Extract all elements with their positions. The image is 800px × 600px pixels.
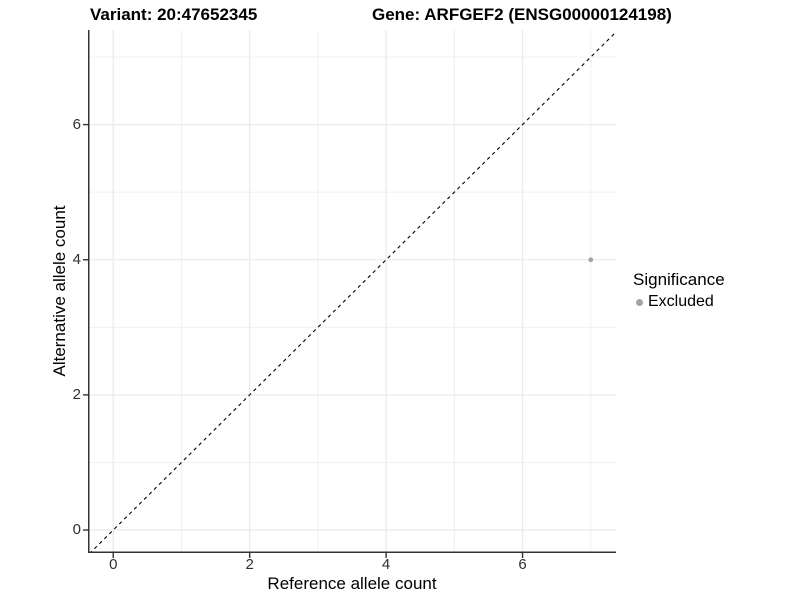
legend-title: Significance xyxy=(633,270,725,289)
y-tick-label: 4 xyxy=(72,250,81,268)
x-tick-label: 2 xyxy=(245,556,254,573)
y-tick-label: 2 xyxy=(72,385,81,403)
identity-line xyxy=(89,31,616,553)
y-axis-title: Alternative allele count xyxy=(50,205,69,377)
legend-item-label: Excluded xyxy=(648,293,714,310)
scatter-point xyxy=(588,257,594,263)
plot-title-gene: Gene: ARFGEF2 (ENSG00000124198) xyxy=(372,5,672,24)
x-tick-label: 0 xyxy=(109,556,118,573)
x-tick-label: 4 xyxy=(381,556,391,573)
y-tick-label: 0 xyxy=(72,521,81,539)
x-axis-title: Reference allele count xyxy=(267,574,437,593)
legend-item: Excluded xyxy=(633,293,725,311)
circle-marker-icon xyxy=(636,298,643,306)
plot-panel xyxy=(88,30,616,553)
x-tick-label: 6 xyxy=(518,556,527,573)
legend: Significance Excluded xyxy=(633,270,725,311)
y-tick-label: 6 xyxy=(72,115,81,133)
plot-title-variant: Variant: 20:47652345 xyxy=(90,5,258,24)
